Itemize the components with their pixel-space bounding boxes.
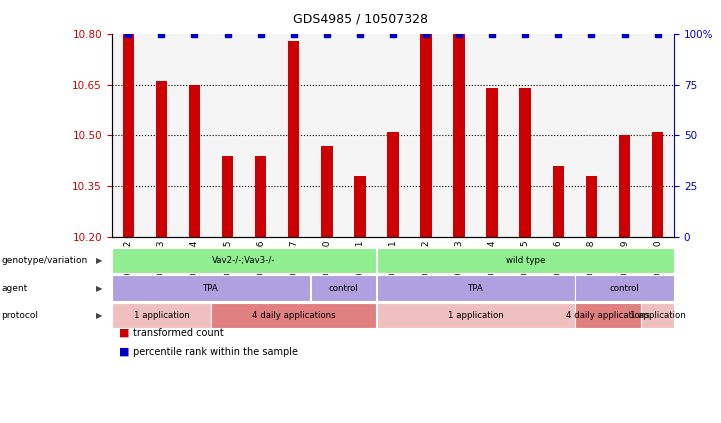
Text: control: control — [610, 283, 640, 293]
Text: agent: agent — [1, 283, 27, 293]
Bar — [387, 132, 399, 237]
Bar — [420, 34, 432, 237]
Text: ▶: ▶ — [96, 283, 102, 293]
Bar — [585, 176, 597, 237]
Bar — [321, 146, 332, 237]
Bar — [255, 156, 267, 237]
Text: percentile rank within the sample: percentile rank within the sample — [133, 347, 298, 357]
Text: 1 application: 1 application — [133, 311, 189, 320]
Bar — [454, 34, 465, 237]
Text: 4 daily applications: 4 daily applications — [252, 311, 335, 320]
Bar — [123, 34, 134, 237]
Text: Vav2-/-;Vav3-/-: Vav2-/-;Vav3-/- — [213, 256, 275, 265]
Text: TPA: TPA — [468, 283, 484, 293]
Text: 1 application: 1 application — [448, 311, 503, 320]
Text: wild type: wild type — [505, 256, 545, 265]
Text: 4 daily applications: 4 daily applications — [566, 311, 650, 320]
Text: ▶: ▶ — [96, 256, 102, 265]
Bar — [652, 132, 663, 237]
Bar — [354, 176, 366, 237]
Bar — [156, 81, 167, 237]
Text: ▶: ▶ — [96, 311, 102, 320]
Bar — [487, 88, 498, 237]
Text: ■: ■ — [119, 347, 130, 357]
Text: protocol: protocol — [1, 311, 38, 320]
Bar — [519, 88, 531, 237]
Text: transformed count: transformed count — [133, 328, 224, 338]
Bar — [189, 85, 200, 237]
Text: GDS4985 / 10507328: GDS4985 / 10507328 — [293, 13, 428, 26]
Bar — [288, 41, 299, 237]
Bar — [222, 156, 234, 237]
Text: genotype/variation: genotype/variation — [1, 256, 88, 265]
Bar — [619, 135, 630, 237]
Bar — [552, 166, 564, 237]
Text: TPA: TPA — [203, 283, 219, 293]
Text: 1 application: 1 application — [629, 311, 686, 320]
Text: control: control — [329, 283, 358, 293]
Text: ■: ■ — [119, 328, 130, 338]
